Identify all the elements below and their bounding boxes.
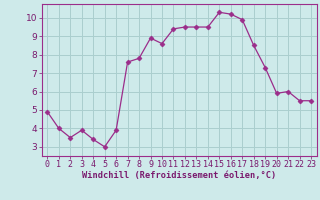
X-axis label: Windchill (Refroidissement éolien,°C): Windchill (Refroidissement éolien,°C) — [82, 171, 276, 180]
